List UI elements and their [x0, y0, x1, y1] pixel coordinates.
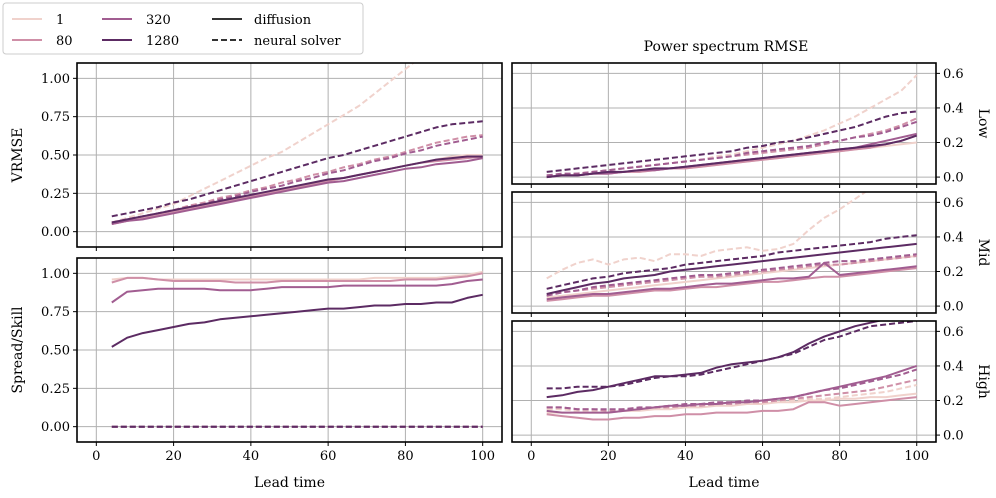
y-tick-label: 0.25	[41, 187, 70, 202]
series-line-320-neural-solver	[546, 253, 917, 297]
series-line-320-diffusion	[111, 278, 483, 304]
series-line-1-neural-solver	[546, 74, 918, 179]
right-column-title: Power spectrum RMSE	[644, 39, 809, 55]
x-tick-label: 40	[677, 449, 694, 464]
legend-entry-320: 320	[102, 13, 171, 28]
legend-frame	[2, 2, 364, 55]
x-axis-title: Lead time	[688, 475, 759, 491]
y-tick-label: 0.0	[943, 171, 964, 186]
legend-label-320: 320	[146, 13, 171, 28]
series-line-1280-diffusion	[546, 321, 883, 399]
series-group	[546, 321, 918, 421]
y-tick-label: 0.6	[943, 325, 964, 340]
series-line-1280-diffusion	[546, 242, 917, 295]
series-line-320-neural-solver	[546, 120, 918, 177]
y-tick-label: 0.0	[943, 300, 964, 315]
y-tick-label: 0.6	[943, 196, 964, 211]
x-tick-label: 80	[397, 449, 414, 464]
series-line-80-diffusion	[546, 267, 917, 302]
series-line-320-diffusion	[546, 261, 917, 301]
y-tick-label: 0.4	[943, 230, 964, 245]
series-line-1280-neural-solver	[546, 321, 917, 390]
series-line-80-neural-solver	[546, 378, 917, 412]
series-group	[111, 270, 483, 428]
y-tick-label: 1.00	[41, 72, 70, 87]
plot-frame	[511, 320, 937, 443]
legend-label-1280: 1280	[146, 34, 179, 49]
y-tick-label: 1.00	[41, 267, 70, 282]
x-tick-label: 0	[92, 449, 100, 464]
panel-power-mid: 0.0 0.2 0.4 0.6 Mid	[511, 191, 991, 317]
plot-frame	[511, 62, 937, 185]
x-tick-label: 20	[600, 449, 617, 464]
series-line-320-diffusion	[111, 157, 483, 225]
legend-label-80: 80	[56, 34, 73, 49]
legend-entry-1: 1	[12, 13, 64, 28]
series-line-1-neural-solver	[111, 63, 415, 224]
x-tick-label: 100	[904, 449, 929, 464]
legend-entry-neural-solver: neural solver	[212, 34, 341, 49]
y-axis-title: Spread/Skill	[10, 306, 26, 394]
y-axis-title: High	[975, 364, 991, 399]
series-group	[111, 63, 483, 225]
x-tick-label: 0	[527, 449, 535, 464]
legend-label-1: 1	[56, 13, 64, 28]
panel-vrmse: 0.00 0.25 0.50 0.75 1.00 VRMSE	[10, 62, 503, 251]
legend-label-diffusion: diffusion	[254, 13, 312, 28]
y-tick-label: 0.75	[41, 110, 70, 125]
y-tick-label: 0.6	[943, 67, 964, 82]
series-line-1-neural-solver	[546, 192, 868, 280]
series-line-1-diffusion	[111, 270, 483, 281]
series-line-80-diffusion	[546, 396, 917, 421]
series-group	[546, 192, 917, 302]
y-axis-title: Mid	[975, 239, 991, 267]
y-tick-label: 0.75	[41, 305, 70, 320]
legend-entry-80: 80	[12, 34, 73, 49]
x-tick-label: 100	[470, 449, 495, 464]
legend-label-neural-solver: neural solver	[254, 34, 341, 49]
series-group	[546, 74, 918, 179]
plot-frame	[511, 191, 937, 314]
y-tick-label: 0.00	[41, 420, 70, 435]
legend-entry-diffusion: diffusion	[212, 13, 312, 28]
y-tick-label: 0.2	[943, 394, 964, 409]
x-tick-label: 80	[831, 449, 848, 464]
y-tick-label: 0.4	[943, 101, 964, 116]
series-line-320-neural-solver	[546, 368, 918, 411]
panel-power-high: 0 20 40 60 80 100 0.0 0.2 0.4 0.6 High Lead time	[511, 320, 991, 491]
series-line-1280-neural-solver	[111, 120, 483, 218]
series-line-1280-diffusion	[111, 155, 483, 224]
legend-entry-1280: 1280	[102, 34, 179, 49]
x-tick-label: 60	[754, 449, 771, 464]
y-tick-label: 0.2	[943, 265, 964, 280]
y-axis-title: Low	[975, 109, 991, 139]
y-tick-label: 0.00	[41, 225, 70, 240]
x-tick-label: 40	[243, 449, 260, 464]
panel-spread-skill: 0 20 40 60 80 100 0.00 0.25 0.50 0.75 1.00 Spread/S…	[10, 257, 503, 491]
y-tick-label: 0.2	[943, 136, 964, 151]
y-tick-label: 0.0	[943, 429, 964, 444]
y-tick-label: 0.4	[943, 359, 964, 374]
series-line-1280-diffusion	[546, 134, 918, 179]
series-line-80-neural-solver	[546, 255, 917, 297]
x-tick-label: 60	[320, 449, 337, 464]
series-line-80-diffusion	[111, 272, 483, 284]
panel-power-low: 0.0 0.2 0.4 0.6 Low	[511, 62, 991, 188]
y-tick-label: 0.25	[41, 382, 70, 397]
legend: 1 80 320 1280 diffusion neural solver	[2, 2, 364, 55]
y-tick-label: 0.50	[41, 149, 70, 164]
y-axis-title: VRMSE	[10, 128, 26, 184]
series-line-1280-diffusion	[111, 293, 483, 348]
y-tick-label: 0.50	[41, 344, 70, 359]
x-tick-label: 20	[165, 449, 182, 464]
x-axis-title: Lead time	[254, 475, 325, 491]
